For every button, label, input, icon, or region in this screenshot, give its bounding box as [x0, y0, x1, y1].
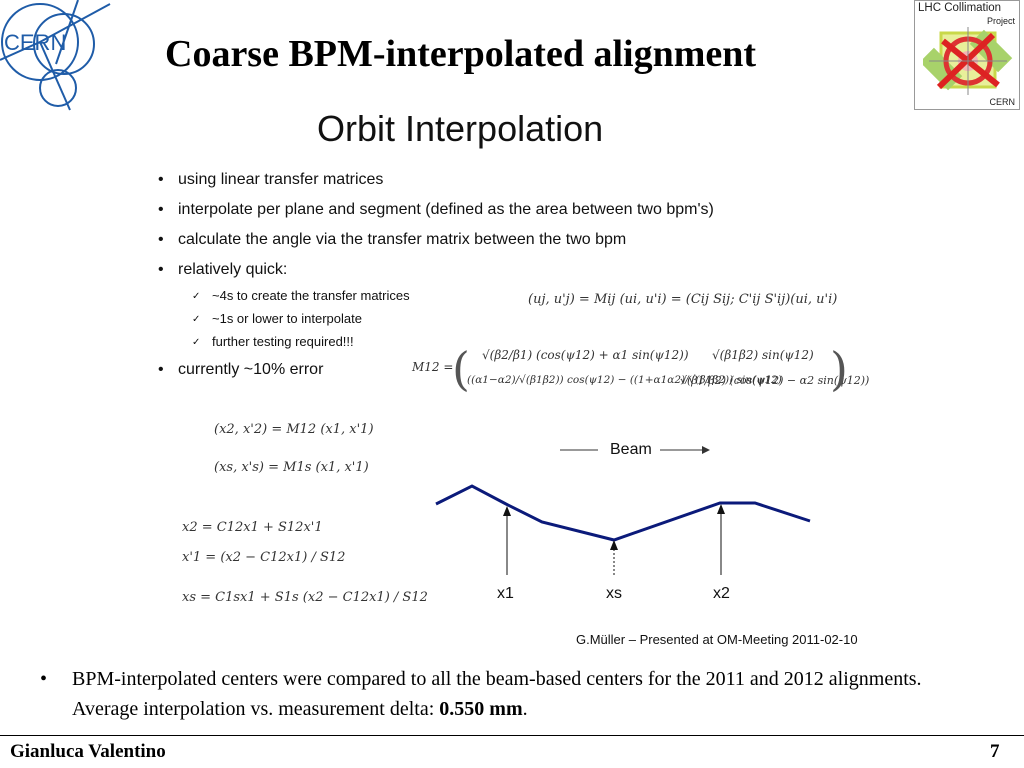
position-label-x2: x2	[713, 585, 730, 602]
m12-r2c1: ((α1−α2)/√(β1β2)) cos(ψ12) − ((1+α1α2)/√…	[467, 374, 782, 386]
list-item: • using linear transfer matrices	[158, 171, 384, 188]
m12-r2c2: √(β1/β2) (cos(ψ12) − α2 sin(ψ12))	[680, 374, 870, 387]
figure-credit: G.Müller – Presented at OM-Meeting 2011-…	[576, 632, 858, 647]
equation-xs: xs = C1sx1 + S1s (x2 − C12x1) / S12	[182, 590, 428, 605]
figure-title: Orbit Interpolation	[317, 108, 604, 149]
list-item: ✓ further testing required!!!	[192, 334, 354, 349]
x1-arrow-head-icon	[503, 506, 511, 516]
footer-divider	[0, 735, 1024, 736]
transfer-matrix-equation: (uj, u'j) = Mij (ui, u'i) = (Cij Sij; C'…	[528, 292, 838, 307]
list-item: • relatively quick:	[158, 261, 288, 278]
author-name: Gianluca Valentino	[10, 741, 166, 762]
summary-text: BPM-interpolated centers were compared t…	[72, 668, 922, 720]
list-item: ✓ ~1s or lower to interpolate	[192, 311, 362, 326]
list-item: • calculate the angle via the transfer ma…	[158, 231, 627, 248]
x2-vector-equation: (x2, x'2) = M12 (x1, x'1)	[214, 422, 374, 437]
orbit-line	[435, 484, 811, 542]
m12-label: M12 =	[412, 360, 454, 374]
collimator-graphic-icon	[923, 27, 1013, 95]
lhc-logo-line3: CERN	[989, 97, 1015, 107]
list-item-error: • currently ~10% error	[158, 361, 324, 378]
cern-logo-text: CERN	[4, 30, 66, 55]
beam-arrow-head-icon	[702, 446, 710, 454]
xs-vector-equation: (xs, x's) = M1s (x1, x'1)	[214, 460, 369, 475]
lhc-collimation-logo: LHC Collimation Project CERN	[914, 0, 1020, 110]
m12-r1c1: √(β2/β1) (cos(ψ12) + α1 sin(ψ12))	[482, 348, 689, 362]
x2-arrow-head-icon	[717, 504, 725, 514]
lhc-logo-line2: Project	[986, 16, 1015, 26]
cern-logo: CERN	[0, 0, 112, 112]
m12-r1c2: √(β1β2) sin(ψ12)	[712, 348, 814, 362]
beam-label: Beam	[610, 441, 652, 458]
summary-value: 0.550 mm	[439, 698, 523, 720]
list-item: ✓ ~4s to create the transfer matrices	[192, 288, 410, 303]
orbit-diagram	[435, 446, 811, 575]
xs-arrow-head-icon	[610, 540, 618, 550]
slide-title: Coarse BPM-interpolated alignment	[165, 33, 757, 75]
list-item: • interpolate per plane and segment (defi…	[158, 201, 714, 218]
lhc-logo-line1: LHC Collimation	[918, 2, 1002, 14]
equation-x1-prime: x'1 = (x2 − C12x1) / S12	[182, 550, 346, 565]
position-label-x1: x1	[497, 585, 514, 602]
position-label-xs: xs	[606, 585, 622, 602]
figure-sub-bullet-list: ✓ ~4s to create the transfer matrices ✓ ~1…	[190, 287, 410, 356]
page-number: 7	[990, 741, 1000, 762]
figure-bullet-list: • using linear transfer matrices • interpo…	[158, 170, 714, 290]
equation-x2: x2 = C12x1 + S12x'1	[182, 520, 323, 535]
